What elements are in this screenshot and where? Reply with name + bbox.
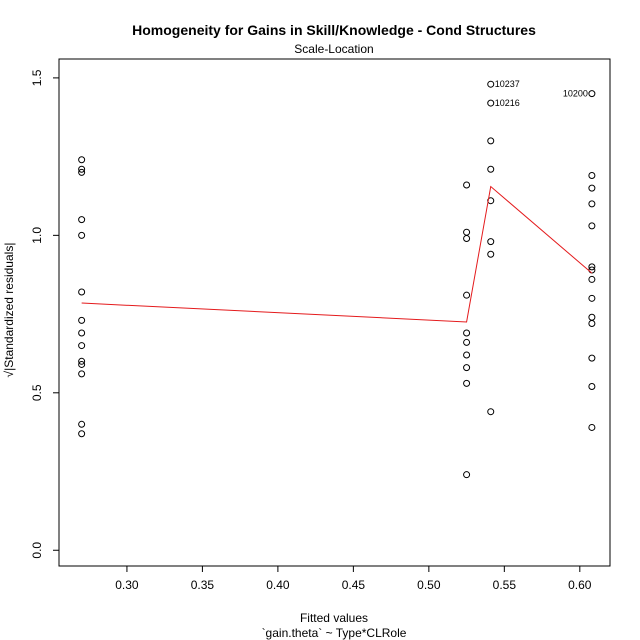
data-point [588,320,596,328]
data-point [588,222,596,230]
data-point [588,275,596,283]
data-point [588,90,596,98]
data-point [487,238,495,246]
data-points [78,80,596,479]
data-point [588,294,596,302]
x-tick-label: 0.50 [417,578,441,592]
x-tick-label: 0.60 [568,578,592,592]
data-point [78,430,86,438]
smooth-line-path [81,185,593,323]
x-tick-label: 0.35 [191,578,215,592]
data-point [588,383,596,391]
data-point [588,263,596,271]
x-axis-model-formula: `gain.theta` ~ Type*CLRole [262,626,407,640]
data-point [78,360,86,368]
data-point [78,370,86,378]
data-point [78,420,86,428]
data-point [463,234,471,242]
data-point [487,408,495,416]
data-point [78,231,86,239]
data-point [588,200,596,208]
data-point [588,172,596,180]
data-point [78,316,86,324]
data-point [78,342,86,350]
x-tick-label: 0.30 [115,578,139,592]
point-labels: 10237 10216 10200 [495,79,588,108]
data-point [78,165,86,173]
y-axis: 0.0 0.5 1.0 1.5 [30,69,60,559]
chart-title: Homogeneity for Gains in Skill/Knowledge… [132,22,536,38]
smooth-line [81,185,593,323]
x-axis-label: Fitted values [300,611,368,625]
data-point [463,471,471,479]
point-label: 10216 [495,98,520,108]
data-point [588,354,596,362]
x-tick-label: 0.45 [342,578,366,592]
y-tick-label: 0.5 [30,384,44,401]
data-point [463,351,471,359]
data-point [487,165,495,173]
data-point [463,291,471,299]
data-point [487,137,495,145]
y-axis-label: √|Standardized residuals| [2,243,16,378]
point-label: 10200 [563,89,588,99]
data-point [588,423,596,431]
data-point [78,357,86,365]
data-point [487,80,495,88]
plot-frame [58,58,611,567]
data-point [78,288,86,296]
data-point [588,184,596,192]
data-point [463,338,471,346]
data-point [487,250,495,258]
point-label: 10237 [495,79,520,89]
y-tick-label: 0.0 [30,542,44,559]
data-point [78,216,86,224]
x-axis: 0.30 0.35 0.40 0.45 0.50 0.55 0.60 [115,565,592,592]
data-point [463,379,471,387]
data-point [78,329,86,337]
data-point [463,181,471,189]
x-tick-label: 0.40 [266,578,290,592]
data-point [463,364,471,372]
x-tick-label: 0.55 [493,578,517,592]
data-point [78,168,86,176]
data-point [487,99,495,107]
data-point [463,228,471,236]
data-point [588,313,596,321]
data-point [463,329,471,337]
data-point [78,156,86,164]
y-tick-label: 1.0 [30,227,44,244]
y-tick-label: 1.5 [30,69,44,86]
chart-subtitle: Scale-Location [294,42,373,56]
